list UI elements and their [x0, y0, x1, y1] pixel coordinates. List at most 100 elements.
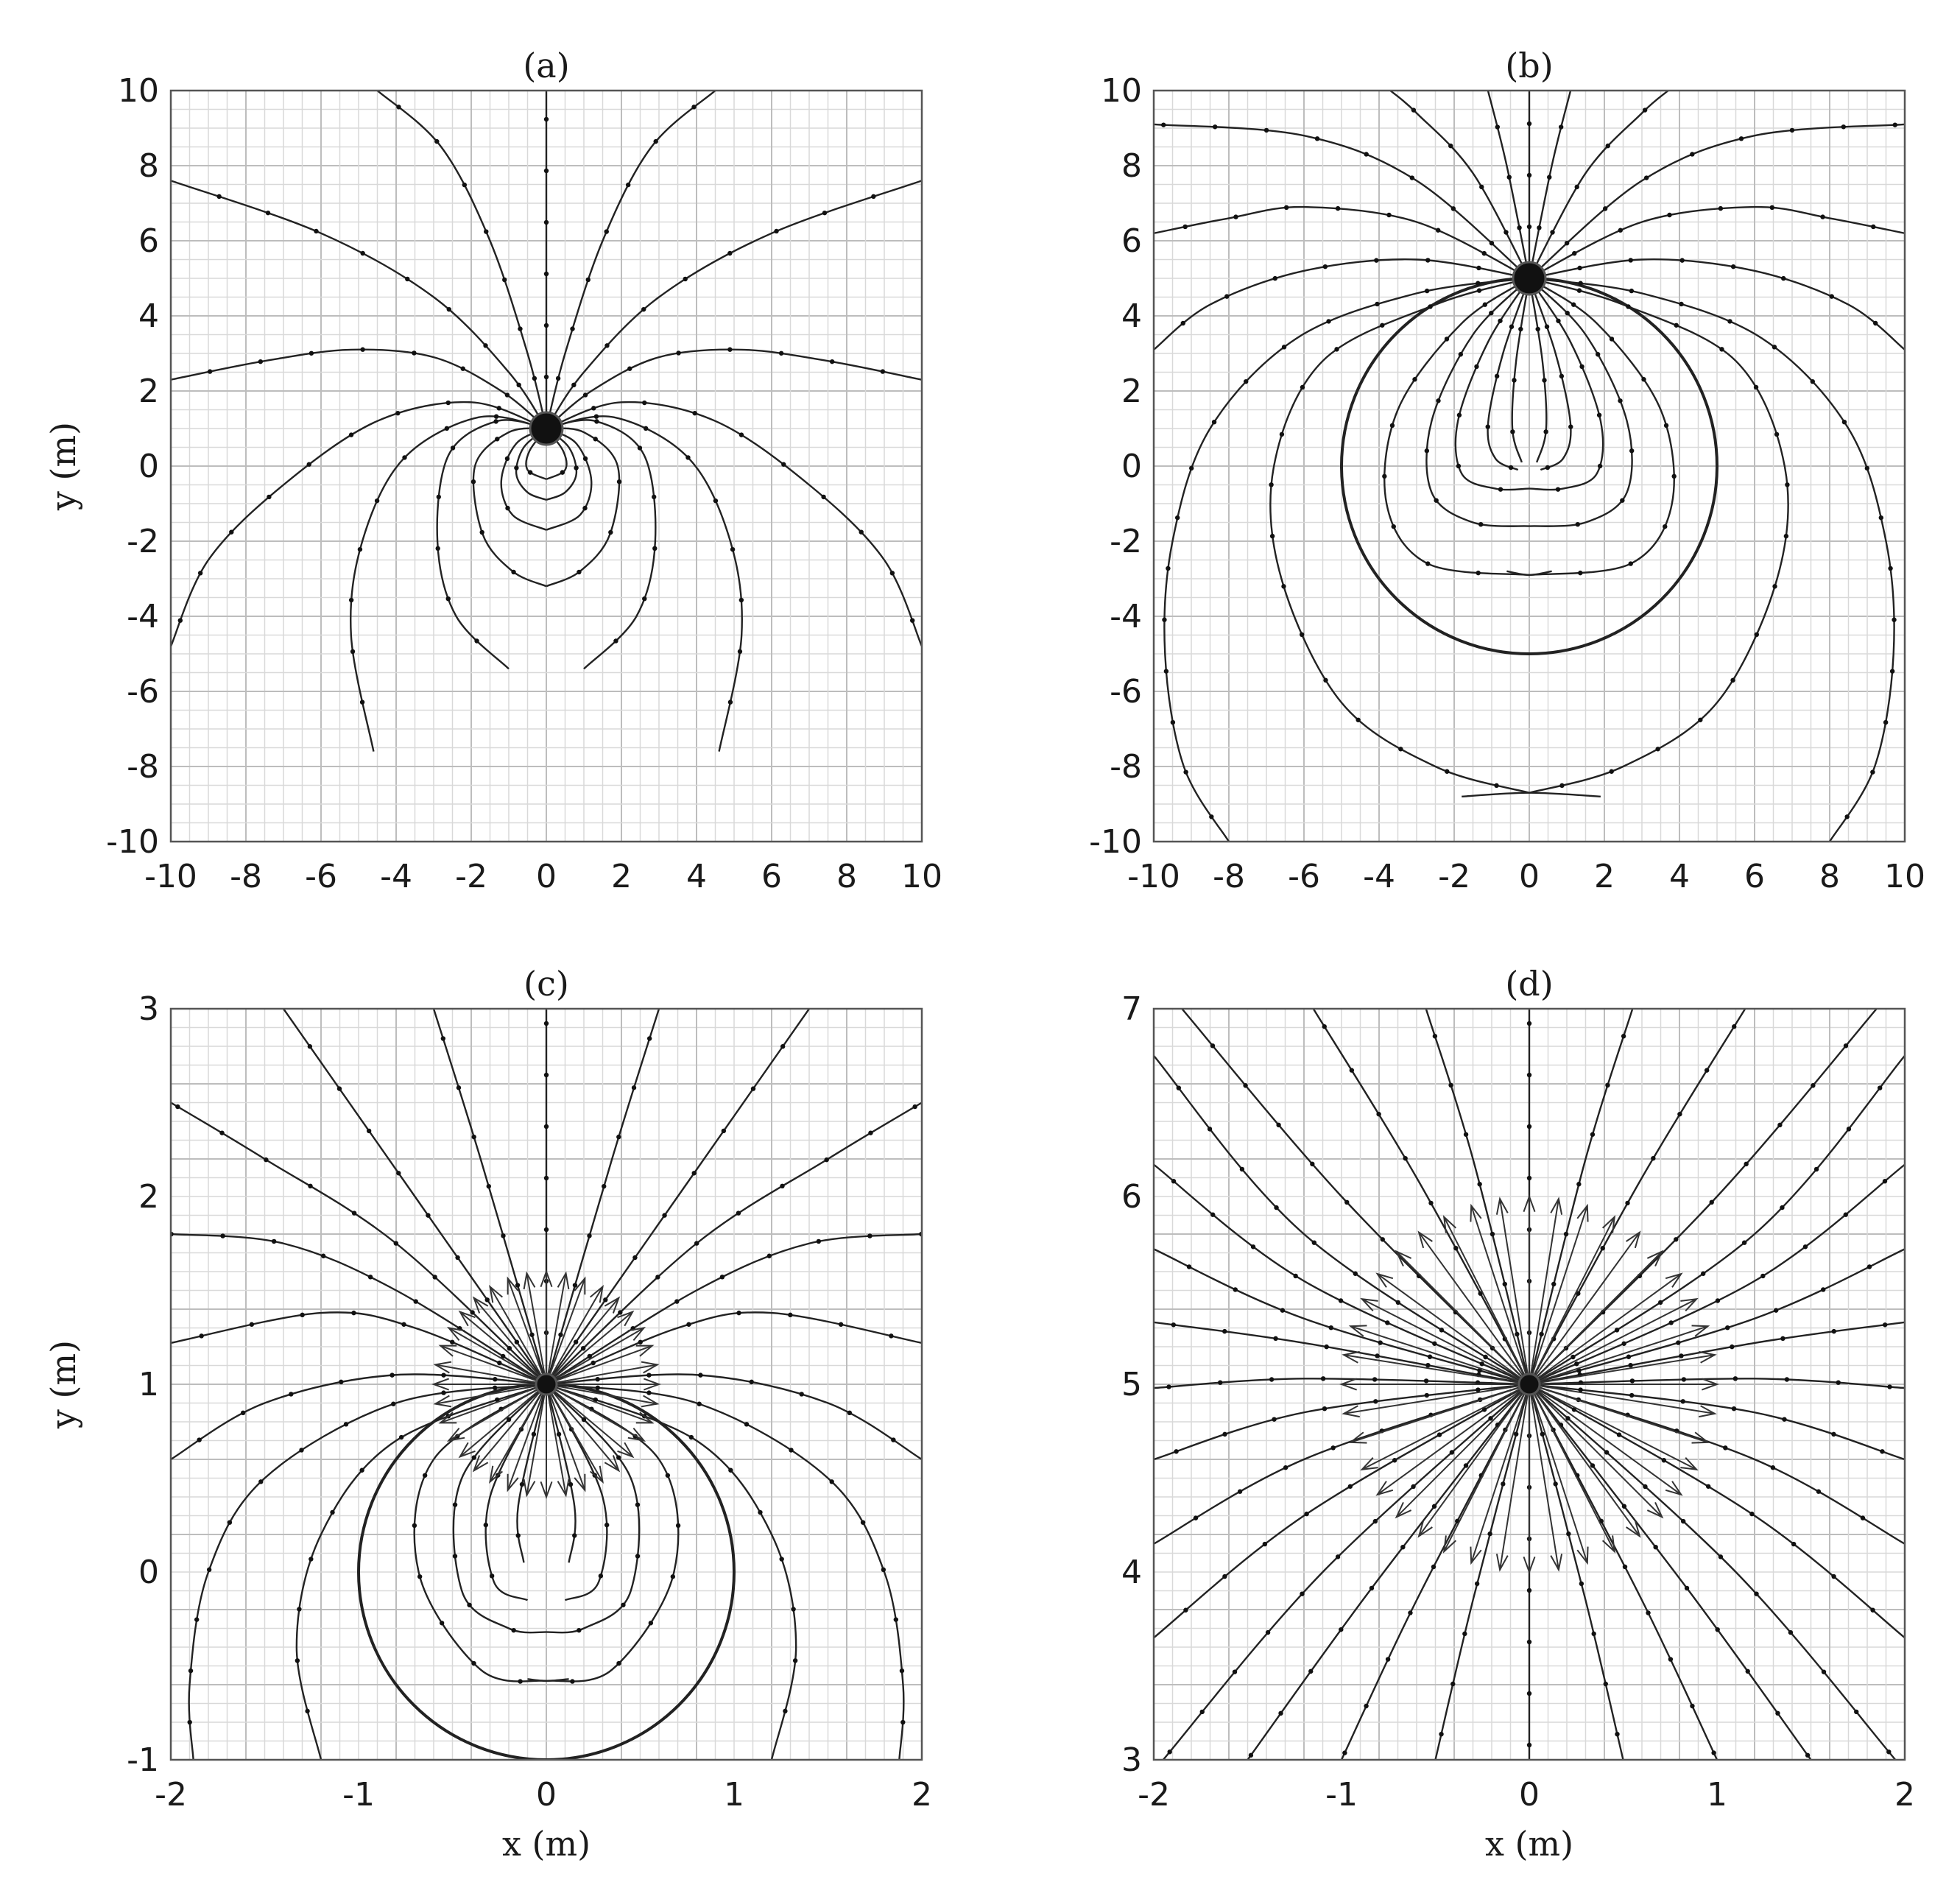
marker-dot	[1392, 1458, 1397, 1463]
marker-dot	[1626, 1354, 1632, 1359]
marker-dot	[441, 1372, 446, 1378]
x-tick-label: -8	[1213, 858, 1245, 895]
arrow-shaft	[1350, 1325, 1530, 1385]
field-lines	[1154, 91, 1905, 842]
marker-dot	[594, 419, 599, 424]
arrow-head	[431, 1378, 450, 1391]
y-tick-label: 4	[138, 297, 159, 335]
x-tick-label: 8	[1819, 858, 1840, 895]
field-line	[546, 1384, 641, 1634]
marker-dot	[1677, 1111, 1682, 1117]
marker-dot	[450, 1339, 455, 1345]
marker-dot	[483, 343, 488, 348]
field-line	[1529, 1054, 1905, 1385]
marker-dot	[197, 571, 203, 576]
marker-dot	[1651, 1155, 1656, 1161]
marker-dot	[1369, 1585, 1375, 1591]
marker-dot	[436, 494, 441, 500]
arrow-head	[627, 1427, 646, 1442]
marker-dot	[1498, 487, 1504, 492]
marker-dot	[1730, 264, 1736, 269]
marker-dot	[299, 1448, 304, 1453]
marker-dot	[1380, 1237, 1385, 1242]
arrow-shaft	[546, 1384, 586, 1491]
marker-dot	[1515, 1331, 1520, 1337]
marker-dot	[1356, 717, 1361, 722]
field-line	[546, 1311, 922, 1386]
marker-dot	[1378, 1340, 1383, 1345]
arrow-shaft	[546, 1277, 586, 1385]
marker-dot	[1773, 1308, 1779, 1313]
marker-dot	[1342, 1750, 1347, 1755]
plot-area	[171, 91, 922, 752]
marker-dot	[676, 350, 681, 356]
marker-dot	[698, 1372, 703, 1378]
marker-dot	[395, 410, 401, 416]
marker-dot	[1578, 570, 1583, 576]
marker-dot	[1262, 1541, 1268, 1547]
marker-dot	[1209, 814, 1214, 820]
arrow-head	[1550, 1554, 1563, 1572]
marker-dot	[258, 359, 264, 364]
y-tick-label: 6	[1121, 222, 1142, 260]
marker-dot	[1604, 1450, 1610, 1455]
marker-dot	[1344, 1199, 1350, 1205]
marker-dot	[1389, 423, 1395, 429]
marker-dot	[781, 462, 786, 467]
point-charge	[535, 1372, 558, 1396]
marker-dot	[484, 1297, 490, 1303]
marker-dot	[1478, 521, 1484, 527]
marker-dot	[1269, 533, 1275, 539]
marker-dot	[1596, 412, 1602, 417]
field-line	[1529, 205, 1905, 280]
marker-dot	[1618, 228, 1623, 233]
y-tick-label: -4	[127, 598, 159, 635]
marker-dot	[1674, 1237, 1679, 1242]
marker-dot	[336, 1086, 342, 1091]
marker-dot	[585, 277, 591, 283]
marker-dot	[860, 1520, 866, 1525]
marker-dot	[1791, 1541, 1797, 1547]
marker-dot	[1274, 1205, 1279, 1210]
arrow-head	[1470, 1546, 1482, 1565]
arrow-head	[438, 1345, 457, 1357]
marker-dot	[496, 406, 501, 411]
marker-dot	[1482, 302, 1488, 307]
arrow-head	[472, 1455, 489, 1473]
marker-dot	[486, 1183, 491, 1189]
marker-dot	[1558, 124, 1564, 130]
marker-dot	[1425, 561, 1431, 566]
marker-dot	[1605, 1082, 1610, 1088]
arrow-head	[1495, 1554, 1509, 1572]
marker-dot	[593, 437, 598, 442]
marker-dot	[1308, 1668, 1314, 1674]
crossing-segment	[1506, 570, 1552, 577]
field-line	[1529, 278, 1633, 527]
marker-dot	[1432, 1034, 1438, 1039]
marker-dot	[1628, 1362, 1633, 1368]
marker-dot	[749, 1379, 754, 1385]
marker-dot	[1671, 473, 1677, 479]
marker-dot	[1871, 224, 1876, 230]
field-line	[1529, 123, 1905, 279]
x-tick-label: -2	[1438, 858, 1470, 895]
marker-dot	[1163, 669, 1169, 674]
marker-dot	[1877, 1085, 1883, 1090]
arrow-head	[1395, 1250, 1412, 1267]
marker-dot	[543, 1227, 549, 1233]
marker-dot	[780, 1183, 785, 1189]
marker-dot	[216, 194, 222, 200]
marker-dot	[616, 1134, 621, 1140]
marker-dot	[471, 1660, 476, 1666]
field-line	[546, 419, 657, 670]
marker-dot	[435, 546, 440, 551]
marker-dot	[694, 1241, 699, 1246]
marker-dot	[652, 546, 658, 551]
marker-dot	[401, 1322, 406, 1327]
marker-dot	[909, 618, 915, 623]
marker-dot	[1829, 294, 1834, 299]
marker-dot	[1836, 1380, 1841, 1385]
marker-dot	[604, 1522, 610, 1528]
marker-dot	[1412, 377, 1417, 382]
